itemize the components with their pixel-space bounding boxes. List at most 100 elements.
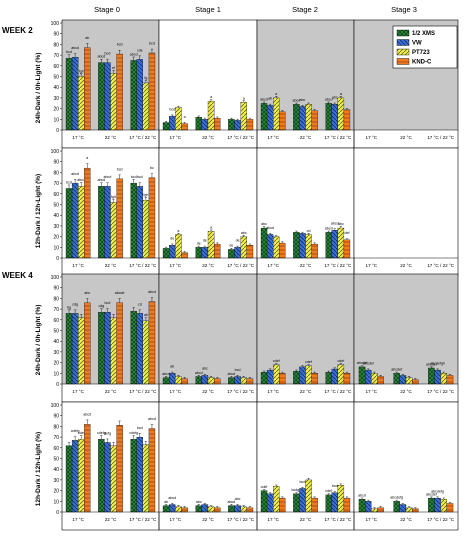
bar [162, 377, 170, 385]
bar [293, 104, 300, 131]
data-label: abcdef [357, 361, 368, 365]
y-tick-label: 60 [53, 64, 59, 70]
data-label: abcd [228, 500, 236, 504]
y-tick-label: 80 [53, 296, 59, 302]
bar [273, 364, 280, 385]
legend-label-xms: 1/2 XMS [412, 31, 435, 37]
bar [214, 507, 221, 513]
y-tick-label: 100 [51, 21, 60, 27]
bar [130, 311, 137, 385]
bar [440, 373, 448, 385]
data-label: cdg [72, 302, 78, 306]
y-tick-label: 70 [53, 435, 59, 441]
data-label: a [243, 96, 245, 100]
data-label: bcd [332, 484, 338, 488]
y-tick-label: 50 [53, 203, 59, 209]
bar [399, 504, 407, 513]
data-label: cdef [78, 431, 85, 435]
bar [104, 186, 111, 259]
bar [98, 186, 105, 259]
x-category-label: 22 °C [300, 263, 312, 268]
y-tick-label: 60 [53, 318, 59, 324]
bar [104, 62, 111, 131]
bar [116, 53, 123, 131]
data-label: cd [307, 229, 311, 233]
bar [84, 424, 91, 513]
bar [201, 504, 209, 513]
bar [325, 232, 332, 259]
y-tick-label: 90 [53, 160, 59, 166]
y-tick-label: 20 [53, 489, 59, 495]
bar [181, 252, 188, 259]
bar [325, 494, 332, 513]
y-tick-label: 90 [53, 414, 59, 420]
data-label: abcd [77, 178, 85, 182]
x-category-label: 22 °C [400, 517, 412, 522]
x-category-label: 22 °C [300, 517, 312, 522]
data-label: abcd [260, 97, 268, 101]
bar [130, 439, 137, 513]
y-tick-label: 50 [53, 75, 59, 81]
row-label-week4-12h-dark: 12h-Dark / 12h-Light (%) [35, 432, 42, 506]
data-label: cdefg [97, 431, 106, 435]
bar [311, 373, 318, 385]
x-category-label: 17 °C / 22 °C [324, 263, 352, 268]
x-category-label: 22 °C [202, 263, 214, 268]
bar [337, 485, 345, 513]
bar [446, 503, 454, 513]
data-label: ab [164, 500, 168, 504]
bar [434, 369, 441, 385]
data-label: abcd [331, 221, 339, 225]
x-category-label: 17 °C / 22 °C [129, 517, 157, 522]
data-label: bcd [66, 50, 72, 54]
bar [130, 182, 137, 259]
bar [169, 504, 176, 513]
panel-r1-c3: 17 °C 22 °C 17 °C / 22 °C [353, 147, 459, 277]
bar [331, 104, 338, 131]
data-label: de [197, 242, 201, 246]
x-category-label: 17 °C / 22 °C [324, 389, 352, 394]
bar [299, 488, 306, 513]
data-label: abc [84, 291, 90, 295]
x-category-label: 17 °C [366, 389, 378, 394]
row-label-week4-24h-dark: 24h-Dark / 0h-Light (%) [35, 305, 42, 376]
bar [104, 442, 111, 513]
data-label: cdef [325, 489, 332, 493]
x-category-label: 22 °C [105, 389, 117, 394]
bar [273, 236, 280, 259]
bar [305, 234, 312, 259]
bar [240, 102, 247, 131]
data-label: cdef [273, 359, 280, 363]
bar [181, 507, 188, 513]
y-tick-label: 60 [53, 446, 59, 452]
data-label: fgh [79, 69, 84, 73]
y-tick-label: 90 [53, 32, 59, 38]
data-label: bcd [137, 426, 143, 430]
bar [234, 120, 241, 131]
data-label: bcd [105, 52, 111, 56]
bar [110, 317, 117, 385]
data-label: cde [137, 48, 143, 52]
bar [175, 376, 182, 385]
data-label: bcd [117, 43, 123, 47]
column-title-stage-1: Stage 1 [195, 5, 221, 14]
x-category-label: 17 °C [72, 389, 84, 394]
bar [305, 104, 312, 131]
bar [136, 186, 143, 259]
data-label: fg [144, 76, 147, 80]
y-tick-label: 0 [56, 128, 59, 134]
x-category-label: 17 °C [170, 263, 182, 268]
bar [234, 247, 241, 259]
bar [260, 103, 268, 131]
bar [142, 320, 150, 385]
y-tick-label: 100 [51, 403, 60, 409]
y-tick-label: 80 [53, 42, 59, 48]
data-label: a [275, 92, 277, 96]
data-label: de [229, 244, 233, 248]
bar [343, 239, 351, 259]
